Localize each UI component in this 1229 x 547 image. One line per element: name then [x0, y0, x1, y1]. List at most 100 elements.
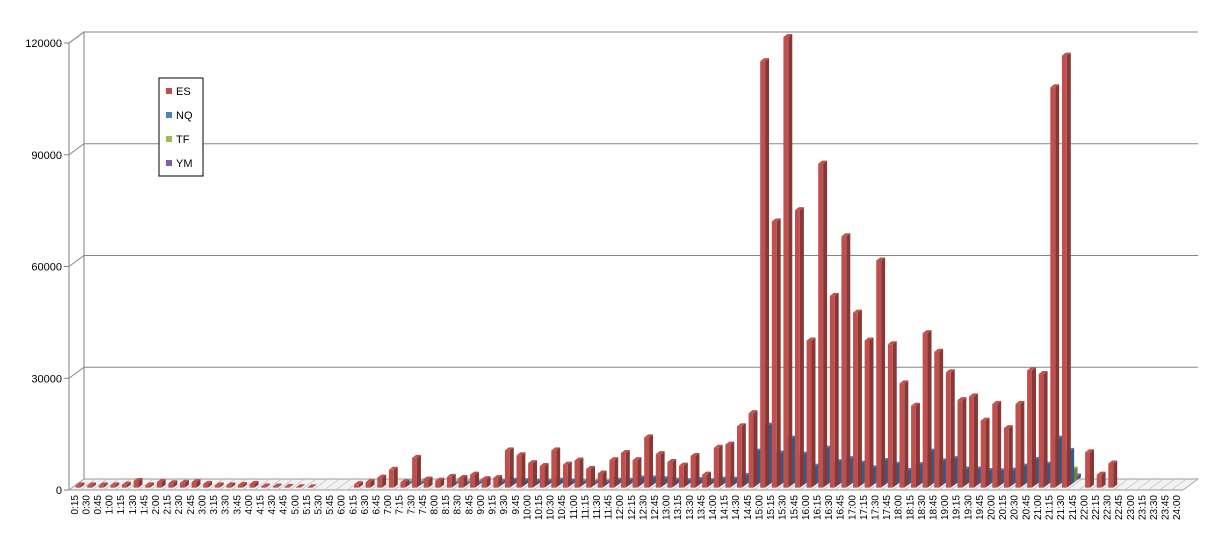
x-tick-label: 14:30: [731, 495, 742, 520]
bar-top-es: [156, 479, 166, 483]
bar-top-es: [458, 474, 468, 478]
floor-divider: [277, 478, 294, 491]
bar-es: [736, 426, 742, 488]
bar-side-nq: [896, 461, 901, 486]
bar-top-es: [261, 483, 271, 487]
floor-divider: [300, 478, 317, 491]
bar-es: [110, 485, 116, 488]
x-tick-label: 2:00: [151, 495, 162, 515]
bar-side-nq: [664, 476, 669, 486]
x-tick-label: 23:45: [1161, 495, 1172, 520]
bar-side-es: [1008, 425, 1013, 488]
bar-side-es: [266, 483, 271, 488]
bar-es: [934, 351, 940, 488]
bar-top-es: [528, 460, 537, 464]
floor-divider: [208, 478, 224, 491]
legend-swatch-nq: [166, 112, 172, 118]
bar-side-nq: [466, 481, 471, 486]
bar-side-nq: [547, 478, 552, 486]
bar-top-es: [853, 309, 862, 313]
y-tick-label: 30000: [31, 373, 62, 385]
bar-side-es: [556, 447, 561, 488]
bar-es: [214, 485, 220, 488]
x-tick-label: 11:15: [580, 495, 591, 520]
bar-side-es: [1031, 367, 1036, 488]
x-tick-label: 16:45: [836, 495, 847, 520]
bar-top-es: [145, 482, 155, 486]
bar-top-es: [1096, 471, 1106, 475]
bar-side-nq: [594, 479, 599, 486]
bar-top-es: [911, 402, 920, 406]
bar-es: [725, 444, 731, 488]
bar-es: [992, 403, 998, 488]
bar-es: [388, 469, 394, 488]
bar-top-es: [272, 483, 282, 487]
bar-side-nq: [826, 445, 831, 486]
x-tick-label: 3:45: [232, 495, 243, 515]
bar-top-es: [1015, 400, 1025, 404]
bar-top-es: [806, 337, 816, 341]
x-tick-label: 15:30: [778, 495, 789, 520]
bar-top-es: [876, 257, 886, 261]
bar-side-es: [649, 434, 654, 488]
x-tick-label: 8:15: [441, 495, 452, 515]
bar-side-nq: [930, 448, 935, 486]
floor-divider: [1124, 478, 1141, 491]
bar-side-nq: [756, 448, 761, 486]
bar-es: [853, 312, 858, 488]
bar-side-es: [1113, 460, 1118, 488]
bar-top-es: [795, 207, 804, 211]
bar-top-es: [1108, 460, 1118, 464]
bar-side-es: [254, 480, 259, 488]
bar-top-es: [1085, 449, 1094, 453]
x-tick-label: 15:45: [789, 495, 800, 520]
bar-es: [145, 485, 151, 488]
floor-divider: [289, 478, 305, 491]
bar-side-nq: [861, 460, 866, 486]
bar-top-es: [87, 482, 97, 486]
x-tick-label: 23:30: [1149, 495, 1160, 520]
bar-top-es: [887, 341, 897, 345]
bar-side-es: [173, 480, 178, 488]
bar-side-es: [126, 481, 131, 488]
bar-top-es: [516, 452, 526, 456]
bar-es: [1003, 428, 1009, 488]
y-tick-label: 60000: [31, 262, 62, 274]
bar-side-es: [846, 233, 851, 488]
x-tick-label: 21:15: [1045, 495, 1056, 520]
x-tick-label: 4:15: [255, 495, 266, 515]
bar-top-es: [980, 417, 990, 421]
bar-side-es: [300, 484, 305, 488]
bar-es: [876, 260, 882, 488]
floor-divider: [312, 478, 328, 491]
bar-es: [470, 474, 475, 488]
bar-top-es: [783, 33, 793, 37]
bar-side-es: [950, 369, 955, 488]
bar-es: [435, 480, 441, 488]
bar-side-es: [927, 330, 932, 488]
bar-side-es: [753, 410, 758, 488]
bar-side-es: [1055, 84, 1060, 488]
floor-divider: [1148, 478, 1164, 491]
bar-es: [1050, 87, 1056, 488]
bar-side-es: [591, 466, 596, 488]
bar-side-es: [672, 458, 677, 488]
bar-es: [864, 340, 870, 488]
legend-label-nq: NQ: [176, 110, 193, 122]
bar-side-es: [834, 292, 839, 488]
bar-es: [620, 453, 626, 488]
bar-es: [586, 469, 592, 488]
bar-es: [226, 485, 232, 488]
bar-side-nq: [617, 477, 622, 486]
bar-es: [771, 221, 777, 488]
bar-side-nq: [872, 465, 877, 486]
x-tick-label: 16:15: [812, 495, 823, 520]
bar-side-es: [161, 479, 166, 488]
bar-top-es: [748, 410, 758, 414]
bar-es: [609, 460, 615, 488]
x-tick-label: 5:15: [302, 495, 313, 515]
legend-label-es: ES: [176, 86, 191, 98]
bar-side-es: [231, 482, 236, 488]
bar-side-es: [707, 471, 712, 488]
bar-top-es: [1050, 84, 1060, 88]
